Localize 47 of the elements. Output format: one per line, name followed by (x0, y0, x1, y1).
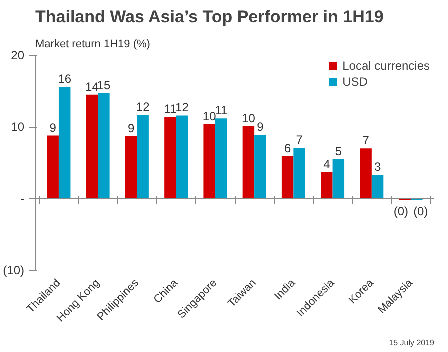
bar (86, 94, 98, 199)
data-label: 7 (296, 132, 304, 147)
bar (321, 172, 333, 199)
bar (137, 114, 149, 199)
bar (176, 116, 188, 199)
y-axis-title: Market return 1H19 (%) (36, 38, 150, 50)
data-label: (0) (414, 204, 428, 218)
data-label: 12 (176, 100, 190, 115)
bar (332, 159, 345, 199)
bar (254, 135, 266, 199)
chart-title: Thailand Was Asia’s Top Performer in 1H19 (36, 8, 384, 26)
y-tick-label: - (20, 192, 25, 206)
bar (164, 117, 176, 199)
data-label: 14 (86, 80, 100, 94)
legend-label: Local currencies (342, 59, 430, 73)
data-label: 7 (362, 134, 370, 148)
bar (215, 118, 228, 199)
data-label: 5 (335, 144, 342, 158)
data-label: 16 (58, 72, 72, 86)
data-label: 10 (202, 109, 217, 124)
data-label: 11 (164, 102, 178, 116)
bar (47, 136, 59, 199)
bar (125, 136, 138, 199)
data-label: (0) (394, 204, 408, 218)
data-label: 3 (374, 160, 382, 174)
data-label: 15 (97, 78, 111, 92)
data-label: 12 (136, 100, 150, 114)
y-tick-label: (10) (3, 264, 25, 278)
legend-label: USD (342, 75, 368, 89)
bar (360, 148, 372, 199)
y-tick-label: 20 (11, 48, 25, 62)
data-label: 9 (50, 120, 57, 135)
data-label: 4 (324, 157, 331, 172)
data-label: 6 (284, 142, 292, 156)
text: 15 July 2019 (389, 338, 436, 348)
bar (372, 175, 384, 199)
y-tick-label: 10 (11, 120, 25, 134)
bar (98, 93, 110, 199)
bar (294, 148, 306, 199)
data-label: 11 (215, 104, 228, 118)
bar (282, 156, 294, 199)
bar (242, 126, 255, 199)
bar (58, 87, 71, 199)
bar (204, 124, 216, 199)
data-label: 10 (242, 111, 256, 126)
data-label: 9 (257, 120, 264, 134)
data-label: 9 (128, 121, 135, 136)
